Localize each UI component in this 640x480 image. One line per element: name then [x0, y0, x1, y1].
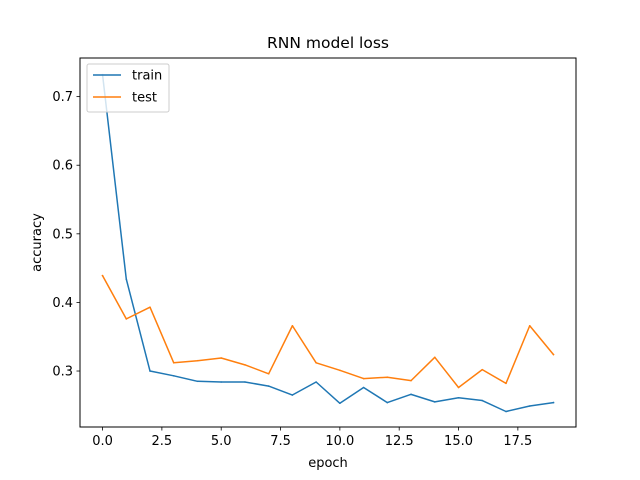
data-point-test-9	[315, 361, 317, 364]
x-tick-label: 17.5	[503, 434, 532, 449]
data-point-test-10	[339, 369, 341, 372]
data-point-test-8	[291, 324, 294, 327]
data-point-train-3	[172, 375, 175, 377]
data-point-test-16	[481, 368, 484, 371]
data-point-train-8	[291, 394, 294, 396]
data-point-train-19	[552, 401, 555, 404]
x-tick-label: 2.5	[152, 434, 173, 449]
data-point-test-0	[101, 274, 104, 277]
y-tick-label: 0.6	[52, 159, 73, 174]
series-line-test	[101, 274, 555, 389]
x-axis: 0.0 2.5 5.0 7.5 10.0 12.5 15.0 17.5	[92, 427, 532, 449]
data-point-train-18	[528, 405, 531, 407]
data-point-test-5	[220, 357, 223, 359]
data-point-test-6	[244, 364, 246, 366]
data-point-train-12	[386, 401, 389, 404]
data-point-test-7	[267, 372, 270, 375]
legend: train test	[86, 63, 170, 113]
data-point-test-4	[196, 359, 199, 362]
y-tick-label: 0.7	[52, 90, 73, 105]
data-point-train-5	[220, 381, 223, 383]
data-point-train-16	[481, 399, 484, 402]
data-point-train-4	[196, 380, 199, 383]
series-line-train	[101, 73, 555, 413]
x-tick-label: 12.5	[385, 434, 414, 449]
data-point-test-18	[528, 324, 531, 327]
data-point-train-10	[339, 402, 341, 405]
y-tick-label: 0.4	[52, 296, 73, 311]
y-tick-label: 0.5	[52, 227, 73, 242]
data-point-test-11	[362, 377, 365, 380]
y-axis-label: accuracy	[30, 213, 45, 272]
legend-label-test: test	[132, 91, 157, 106]
data-point-test-1	[125, 318, 128, 320]
plot-frame	[79, 57, 577, 428]
data-point-test-15	[457, 386, 460, 389]
data-point-train-2	[149, 370, 151, 372]
data-point-train-11	[362, 386, 365, 389]
y-tick-label: 0.3	[52, 365, 73, 380]
data-point-train-9	[315, 381, 317, 383]
chart-title: RNN model loss	[267, 34, 389, 52]
plot-series	[101, 73, 555, 413]
data-point-test-2	[149, 306, 151, 309]
x-tick-label: 15.0	[444, 434, 473, 449]
data-point-test-19	[552, 353, 555, 356]
data-point-train-1	[125, 278, 128, 280]
x-tick-label: 7.5	[270, 434, 291, 449]
legend-label-train: train	[132, 69, 162, 84]
data-point-train-17	[505, 410, 507, 413]
x-tick-label: 5.0	[211, 434, 232, 449]
data-point-train-7	[267, 385, 270, 387]
data-point-test-14	[433, 356, 436, 359]
x-axis-label: epoch	[308, 456, 348, 471]
data-point-test-12	[386, 376, 389, 379]
data-point-test-17	[505, 382, 507, 385]
data-point-train-13	[410, 393, 412, 396]
x-tick-label: 10.0	[325, 434, 354, 449]
data-point-train-14	[433, 401, 436, 403]
data-point-test-13	[410, 379, 412, 382]
data-point-test-3	[172, 361, 175, 364]
x-tick-label: 0.0	[92, 434, 113, 449]
data-point-train-15	[457, 396, 460, 399]
data-point-train-6	[244, 381, 246, 383]
legend-box	[86, 63, 170, 113]
y-axis: 0.3 0.4 0.5 0.6 0.7	[52, 90, 80, 380]
